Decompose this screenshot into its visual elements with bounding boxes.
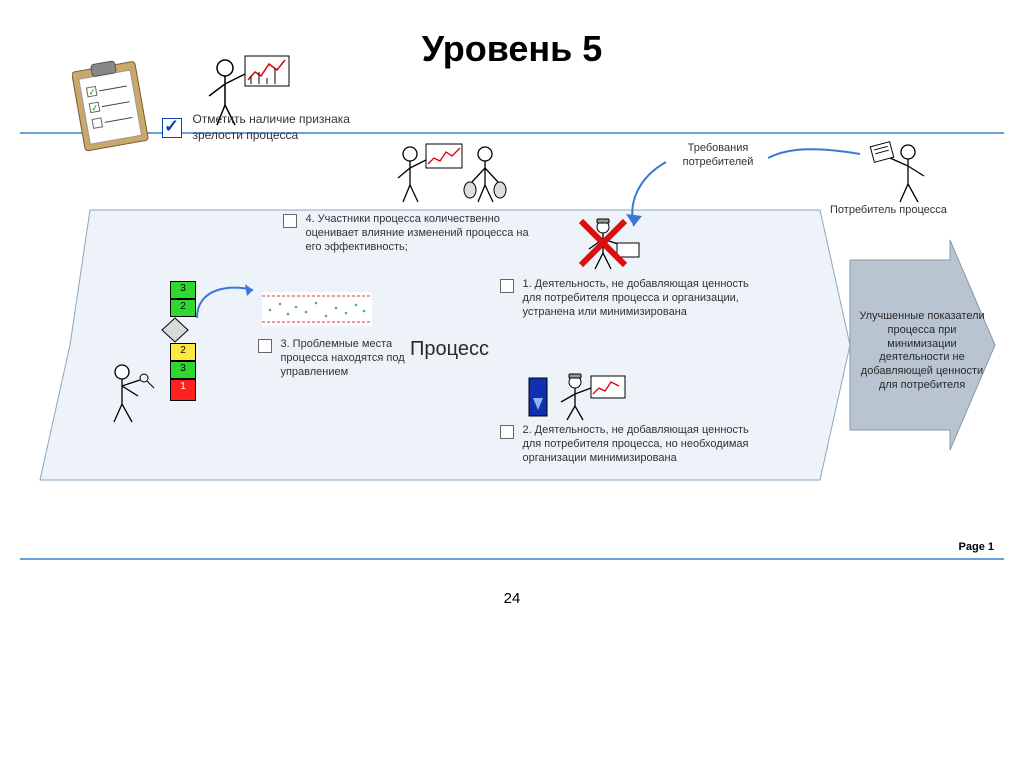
flow-to-chart-arrow [195,278,265,323]
item-2-text: 2. Деятельность, не добавляющая ценность… [522,424,752,465]
page-title: Уровень 5 [0,28,1024,70]
item-1-text: 1. Деятельность, не добавляющая ценность… [522,278,757,319]
flow-diamond [160,316,190,344]
output-text: Улучшенные показатели процесса при миним… [852,310,992,393]
item-2-checkbox[interactable] [500,425,514,439]
flow-node-1: 1 [170,379,196,401]
inspector-icon [100,360,160,430]
slide-number: 24 [0,590,1024,607]
process-center-label: Процесс [410,338,489,361]
flow-node-2b: 2 [170,343,196,361]
item-1-checkbox[interactable] [500,279,514,293]
flow-node-3b: 3 [170,361,196,379]
control-chart-icon [262,292,372,328]
footer-divider [20,558,1004,560]
mark-maturity-row: Отметить наличие признака зрелости проце… [162,112,402,143]
minimized-activity-icon [525,370,655,425]
item-4-row: 4. Участники процесса количественно оцен… [283,213,533,254]
item-4-checkbox[interactable] [283,214,297,228]
item-3-checkbox[interactable] [258,339,272,353]
mark-maturity-label: Отметить наличие признака зрелости проце… [192,112,402,143]
flow-node-3a: 3 [170,281,196,299]
clipboard-icon: ✓ ✓ [72,58,150,154]
item-3-row: 3. Проблемные места процесса находятся п… [258,338,408,379]
consumer-icon [860,138,950,208]
analysts-icon [390,140,510,210]
item-4-text: 4. Участники процесса количественно оцен… [305,213,530,254]
flow-node-2a: 2 [170,299,196,317]
item-1-row: 1. Деятельность, не добавляющая ценность… [500,278,760,319]
requirements-arrow [620,148,870,238]
mark-maturity-checkbox[interactable] [162,118,182,138]
item-2-row: 2. Деятельность, не добавляющая ценность… [500,424,755,465]
item-3-text: 3. Проблемные места процесса находятся п… [280,338,405,379]
page-label: Page 1 [959,541,994,553]
